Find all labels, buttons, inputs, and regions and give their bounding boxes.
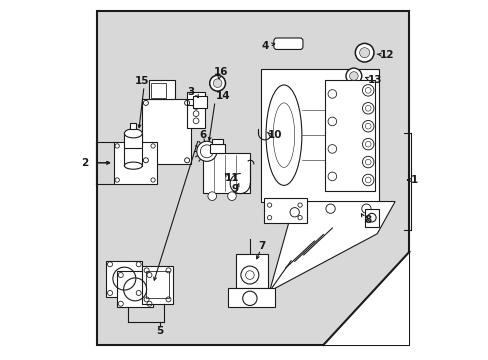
Text: 12: 12 (379, 50, 394, 60)
Circle shape (209, 75, 225, 91)
Bar (106, 261, 142, 297)
Bar (325, 80, 375, 191)
Circle shape (327, 172, 336, 181)
Text: 3: 3 (187, 87, 195, 97)
Circle shape (355, 43, 373, 62)
Bar (203, 153, 249, 193)
Text: 10: 10 (267, 130, 282, 140)
Circle shape (327, 90, 336, 98)
Bar (235, 253, 267, 288)
Bar (364, 209, 378, 226)
Bar (260, 69, 378, 202)
Bar (142, 266, 172, 304)
Text: 15: 15 (135, 76, 149, 86)
FancyBboxPatch shape (273, 38, 303, 49)
Circle shape (241, 266, 258, 284)
Circle shape (349, 72, 357, 80)
Text: 2: 2 (81, 158, 88, 168)
Bar (113, 142, 156, 184)
Text: 14: 14 (215, 91, 230, 101)
Circle shape (213, 79, 222, 87)
Circle shape (362, 85, 373, 96)
Circle shape (362, 174, 373, 186)
Circle shape (327, 117, 336, 126)
Bar (117, 271, 153, 307)
Bar (142, 99, 190, 164)
Bar (151, 83, 165, 98)
Bar (210, 144, 224, 153)
Polygon shape (323, 252, 408, 345)
Bar (124, 134, 142, 166)
Circle shape (359, 48, 369, 58)
Bar (187, 92, 204, 128)
Bar (149, 80, 174, 99)
Bar (264, 198, 306, 223)
Bar (130, 123, 136, 129)
Circle shape (362, 103, 373, 114)
Bar (212, 139, 223, 144)
Circle shape (196, 141, 217, 161)
Circle shape (227, 192, 236, 201)
Text: 5: 5 (156, 326, 163, 336)
Text: 1: 1 (410, 175, 418, 185)
Circle shape (346, 68, 361, 84)
Text: 8: 8 (364, 215, 371, 225)
Text: 13: 13 (367, 75, 382, 85)
Text: 11: 11 (224, 173, 239, 183)
Text: 9: 9 (231, 184, 239, 194)
Text: 16: 16 (214, 67, 228, 77)
Ellipse shape (124, 129, 142, 138)
Bar (145, 271, 169, 298)
Bar (192, 96, 206, 108)
Circle shape (207, 192, 216, 201)
Circle shape (327, 145, 336, 153)
Ellipse shape (124, 162, 142, 169)
Circle shape (362, 156, 373, 168)
Circle shape (362, 138, 373, 150)
Circle shape (362, 121, 373, 132)
Text: 4: 4 (261, 41, 268, 50)
Bar (228, 288, 274, 307)
Ellipse shape (265, 85, 301, 185)
Bar (97, 12, 408, 345)
Polygon shape (269, 202, 394, 291)
Text: 7: 7 (258, 241, 265, 251)
Text: 6: 6 (199, 130, 206, 140)
